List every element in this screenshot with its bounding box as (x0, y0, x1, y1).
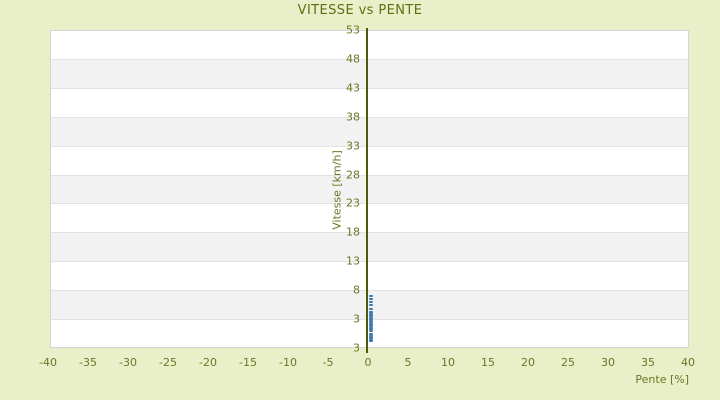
grid-band (50, 58, 689, 88)
y-tick-label: 3 (353, 341, 360, 355)
gridline (50, 261, 689, 263)
data-point (368, 297, 373, 300)
y-tick-label: 38 (346, 110, 360, 124)
y-axis-title: Vitesse [km/h] (330, 150, 344, 230)
data-point (368, 314, 373, 317)
data-point (368, 315, 373, 318)
data-point (368, 323, 373, 326)
gridline (50, 116, 689, 118)
chart-title: VITESSE vs PENTE (297, 3, 423, 18)
data-point (368, 338, 373, 341)
y-tick-label: 28 (346, 168, 360, 182)
x-tick-label: 20 (521, 356, 535, 369)
data-point (368, 319, 373, 322)
data-point (368, 333, 373, 336)
y-tick-label: 43 (346, 81, 360, 95)
data-point (368, 336, 373, 338)
data-point (368, 337, 373, 340)
gridline (50, 145, 689, 147)
data-point (368, 318, 373, 321)
data-point (368, 307, 373, 310)
gridline (50, 290, 689, 292)
x-tick-label: 30 (601, 356, 615, 369)
y-tick-label: 48 (346, 52, 360, 66)
gridline (50, 58, 689, 60)
grid-band (50, 116, 689, 146)
y-axis-zero-line (366, 28, 368, 353)
x-tick-label: 25 (561, 356, 575, 369)
y-tick-label: 18 (346, 225, 360, 239)
x-tick-label: 35 (641, 356, 655, 369)
x-tick-label: -40 (39, 356, 57, 369)
data-point (368, 312, 373, 315)
data-point (368, 340, 373, 343)
y-tick-label: 8 (353, 283, 360, 297)
x-tick-label: -25 (159, 356, 177, 369)
data-point (368, 300, 373, 303)
y-tick-label: 33 (346, 139, 360, 153)
grid-band (50, 174, 689, 204)
data-point (368, 320, 373, 323)
data-point (368, 334, 373, 337)
data-point (368, 325, 373, 328)
x-tick-label: -20 (199, 356, 217, 369)
x-tick-label: 15 (481, 356, 495, 369)
x-tick-label: 0 (364, 356, 372, 369)
x-tick-label: 5 (404, 356, 412, 369)
data-point (368, 304, 373, 307)
data-point (368, 322, 373, 325)
data-point (368, 328, 373, 331)
x-tick-label: -35 (79, 356, 97, 369)
x-tick-label: -15 (239, 356, 257, 369)
x-tick-label: 40 (681, 356, 695, 369)
data-point (368, 316, 373, 319)
data-point (368, 326, 373, 329)
y-tick-label: 3 (353, 312, 360, 326)
data-point (368, 329, 373, 332)
y-tick-label: 23 (346, 196, 360, 210)
gridline (50, 87, 689, 89)
gridline (50, 174, 689, 176)
x-tick-label: -30 (119, 356, 137, 369)
gridline (50, 232, 689, 234)
data-point (368, 310, 373, 313)
y-tick-label: 13 (346, 254, 360, 268)
x-axis-title: Pente [%] (635, 373, 689, 386)
data-point (368, 294, 373, 297)
x-tick-label: -5 (322, 356, 334, 369)
y-tick-label: 53 (346, 23, 360, 37)
x-tick-label: -10 (279, 356, 297, 369)
grid-band (50, 232, 689, 262)
x-tick-label: 10 (441, 356, 455, 369)
gridline (50, 203, 689, 205)
